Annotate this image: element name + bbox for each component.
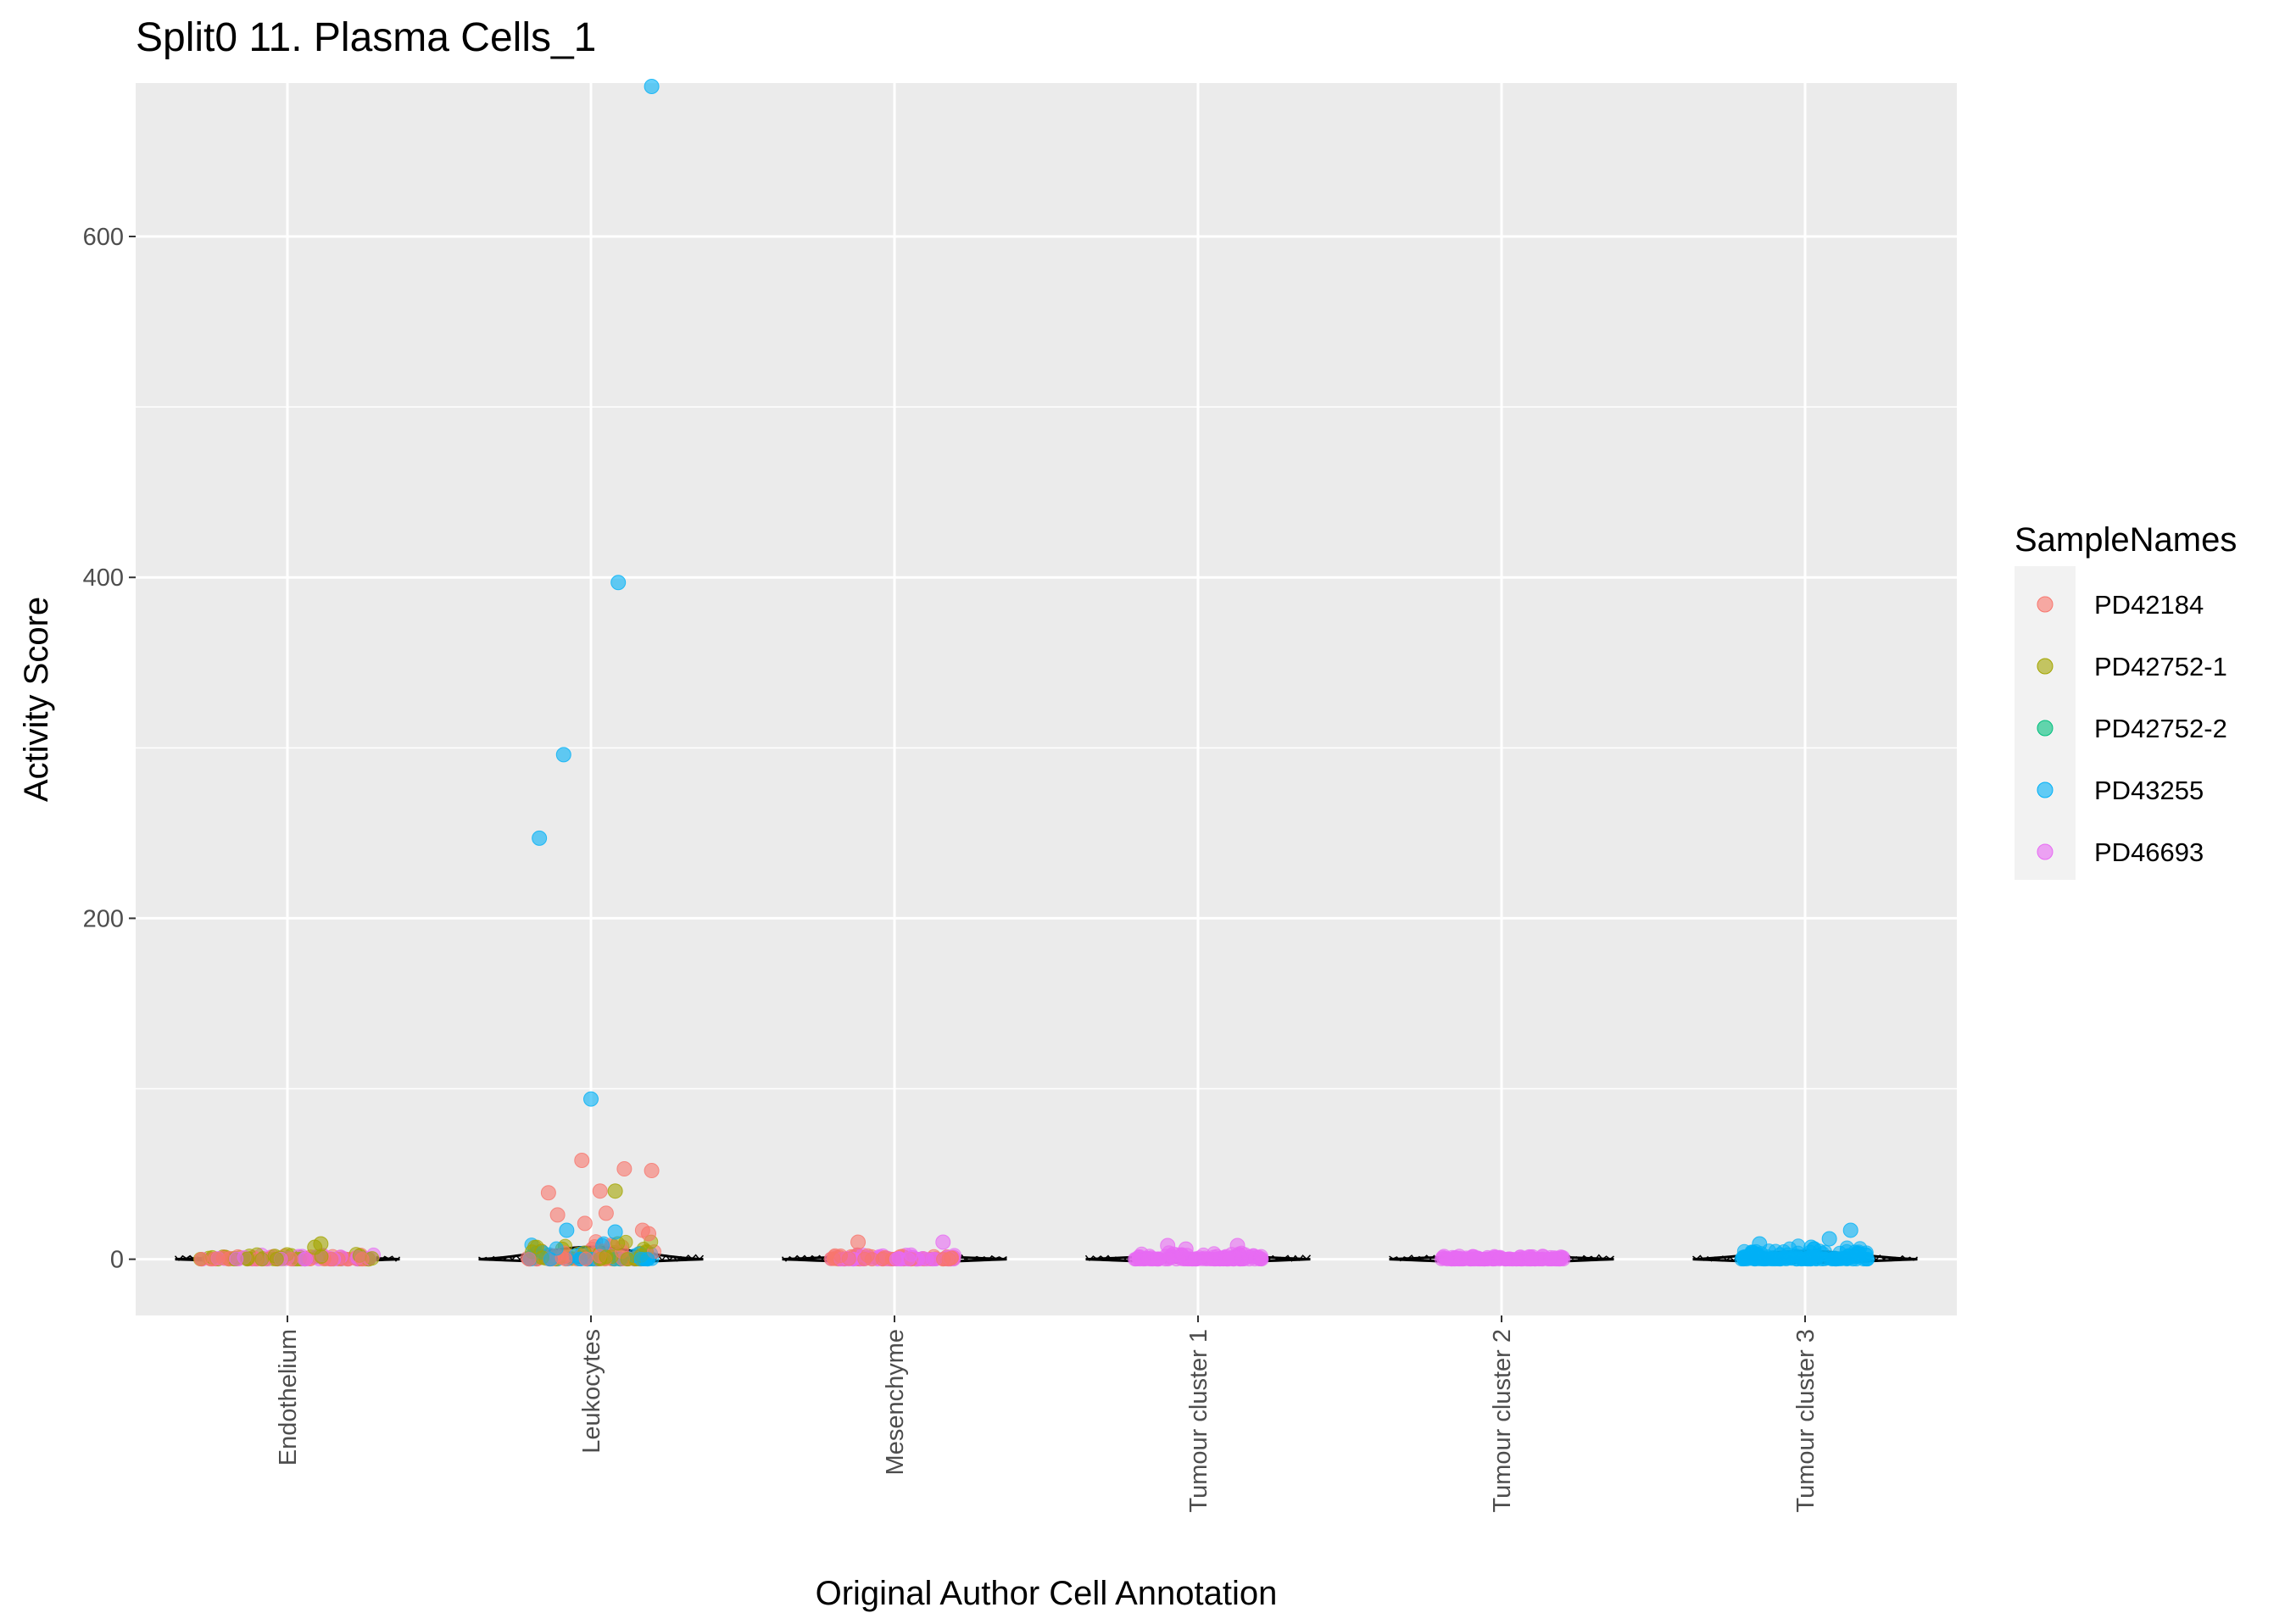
data-point bbox=[1752, 1236, 1768, 1252]
legend-label: PD42184 bbox=[2094, 590, 2204, 620]
legend-key bbox=[2037, 720, 2054, 737]
chart-title: Split0 11. Plasma Cells_1 bbox=[136, 15, 596, 60]
x-axis-title: Original Author Cell Annotation bbox=[816, 1575, 1278, 1612]
data-point bbox=[1492, 1249, 1507, 1265]
data-point bbox=[354, 1252, 370, 1267]
data-point bbox=[574, 1152, 590, 1168]
data-point bbox=[1160, 1237, 1176, 1254]
legend-key bbox=[2037, 843, 2054, 860]
data-point bbox=[857, 1251, 872, 1266]
y-tick-label: 400 bbox=[83, 565, 124, 592]
data-point bbox=[1161, 1250, 1176, 1265]
data-point bbox=[599, 1249, 614, 1265]
data-point bbox=[1199, 1251, 1214, 1266]
data-point bbox=[644, 79, 660, 95]
data-point bbox=[540, 1185, 556, 1201]
axis-ticks: 0 200 400 600 Endothelium Leukocytes Mesenchym… bbox=[83, 224, 1820, 1513]
data-point bbox=[900, 1252, 916, 1267]
y-axis-title: Activity Score bbox=[18, 597, 55, 802]
x-tick-label: Tumour cluster 1 bbox=[1185, 1329, 1212, 1513]
data-point bbox=[1187, 1252, 1202, 1267]
data-point bbox=[577, 1215, 593, 1232]
x-tick-label: Endothelium bbox=[275, 1329, 302, 1465]
data-point bbox=[607, 1183, 623, 1199]
data-point bbox=[307, 1239, 323, 1255]
data-point bbox=[269, 1252, 284, 1267]
data-point bbox=[598, 1205, 614, 1221]
plot-panel bbox=[136, 83, 1957, 1315]
data-point bbox=[1467, 1251, 1482, 1266]
data-point bbox=[1222, 1251, 1237, 1266]
data-point bbox=[1253, 1249, 1268, 1264]
legend-key bbox=[2037, 596, 2054, 613]
data-point bbox=[532, 830, 548, 846]
data-point bbox=[1856, 1252, 1871, 1267]
data-point bbox=[833, 1248, 848, 1263]
data-point bbox=[641, 1226, 657, 1242]
legend-label: PD43255 bbox=[2094, 776, 2204, 805]
legend-key bbox=[2037, 781, 2054, 798]
data-point bbox=[620, 1252, 635, 1267]
legend: SampleNames PD42184 PD42752-1 PD42752-2 PD4… bbox=[2015, 521, 2237, 880]
data-point bbox=[941, 1252, 956, 1267]
data-point bbox=[559, 1222, 575, 1238]
data-point bbox=[935, 1234, 951, 1250]
data-point bbox=[592, 1183, 608, 1199]
legend-label: PD46693 bbox=[2094, 837, 2204, 867]
data-point bbox=[229, 1251, 244, 1266]
x-tick-label: Leukocytes bbox=[578, 1329, 605, 1454]
data-point bbox=[555, 747, 571, 763]
data-point bbox=[549, 1207, 566, 1223]
data-point bbox=[1827, 1252, 1842, 1267]
data-point bbox=[1842, 1222, 1859, 1238]
data-point bbox=[521, 1252, 537, 1267]
data-point bbox=[254, 1252, 270, 1267]
x-tick-label: Tumour cluster 2 bbox=[1489, 1329, 1516, 1513]
data-point bbox=[607, 1224, 623, 1240]
data-point bbox=[644, 1163, 660, 1179]
data-point bbox=[633, 1251, 649, 1266]
y-tick-label: 600 bbox=[83, 224, 124, 251]
data-point bbox=[850, 1234, 867, 1250]
y-tick-label: 0 bbox=[110, 1247, 124, 1274]
data-point bbox=[193, 1252, 209, 1267]
data-point bbox=[549, 1241, 564, 1256]
y-tick-label: 200 bbox=[83, 905, 124, 932]
data-point bbox=[1543, 1249, 1558, 1265]
data-point bbox=[1779, 1251, 1794, 1266]
legend-key bbox=[2037, 658, 2054, 675]
data-point bbox=[1440, 1252, 1455, 1267]
data-point bbox=[915, 1251, 930, 1266]
legend-title: SampleNames bbox=[2015, 521, 2237, 559]
points bbox=[192, 79, 1875, 1267]
data-point bbox=[578, 1251, 594, 1266]
data-point bbox=[610, 575, 627, 591]
data-point bbox=[1178, 1241, 1194, 1257]
x-tick-label: Mesenchyme bbox=[882, 1329, 909, 1475]
data-point bbox=[1229, 1237, 1246, 1254]
data-point bbox=[1127, 1252, 1142, 1267]
legend-label: PD42752-1 bbox=[2094, 652, 2227, 681]
data-point bbox=[583, 1091, 599, 1107]
data-point bbox=[208, 1251, 223, 1266]
data-point bbox=[1803, 1239, 1820, 1255]
x-tick-label: Tumour cluster 3 bbox=[1792, 1329, 1820, 1513]
grid-lines bbox=[136, 83, 1957, 1315]
data-point bbox=[1791, 1245, 1806, 1260]
data-point bbox=[1524, 1252, 1539, 1267]
data-point bbox=[1821, 1231, 1837, 1247]
data-point bbox=[529, 1239, 544, 1254]
legend-label: PD42752-2 bbox=[2094, 714, 2227, 743]
data-point bbox=[298, 1251, 314, 1266]
data-point bbox=[616, 1161, 633, 1177]
